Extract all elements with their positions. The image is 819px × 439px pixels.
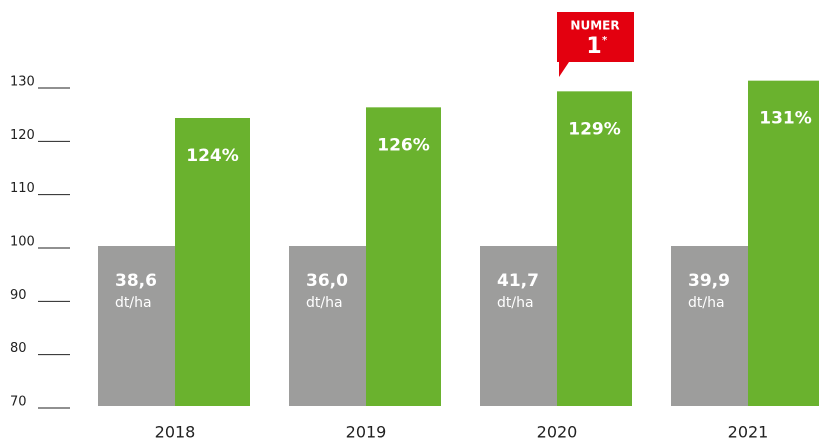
x-tick-label: 2019 xyxy=(346,423,387,439)
badge xyxy=(557,12,634,77)
bar xyxy=(480,246,557,406)
yield-unit: dt/ha xyxy=(306,295,343,311)
bar xyxy=(366,107,441,406)
y-tick-label: 90 xyxy=(10,288,27,303)
yield-value: 41,7 xyxy=(497,271,539,291)
yield-value: 38,6 xyxy=(115,271,157,291)
y-tick-label: 80 xyxy=(10,341,27,356)
yield-unit: dt/ha xyxy=(688,295,725,311)
badge-number: 1 xyxy=(586,34,601,59)
bar xyxy=(557,91,632,406)
value-label: 131% xyxy=(759,109,812,129)
bar xyxy=(748,80,819,407)
badge-mark: * xyxy=(602,35,608,46)
bar xyxy=(671,246,748,406)
bar xyxy=(175,118,250,406)
x-tick-label: 2020 xyxy=(537,423,578,439)
y-tick-label: 100 xyxy=(10,235,35,250)
y-tick-label: 110 xyxy=(10,181,35,196)
y-tick-label: 70 xyxy=(10,395,27,410)
value-label: 126% xyxy=(377,135,430,155)
value-label: 124% xyxy=(186,146,239,166)
y-tick-label: 120 xyxy=(10,128,35,143)
bar xyxy=(289,246,366,406)
bar xyxy=(98,246,175,406)
x-tick-label: 2018 xyxy=(155,423,196,439)
yield-value: 36,0 xyxy=(306,271,348,291)
x-tick-label: 2021 xyxy=(728,423,769,439)
badge-text: NUMER xyxy=(570,19,619,33)
y-tick-label: 130 xyxy=(10,75,35,90)
yield-value: 39,9 xyxy=(688,271,730,291)
value-label: 129% xyxy=(568,119,621,139)
yield-unit: dt/ha xyxy=(497,295,534,311)
yield-unit: dt/ha xyxy=(115,295,152,311)
